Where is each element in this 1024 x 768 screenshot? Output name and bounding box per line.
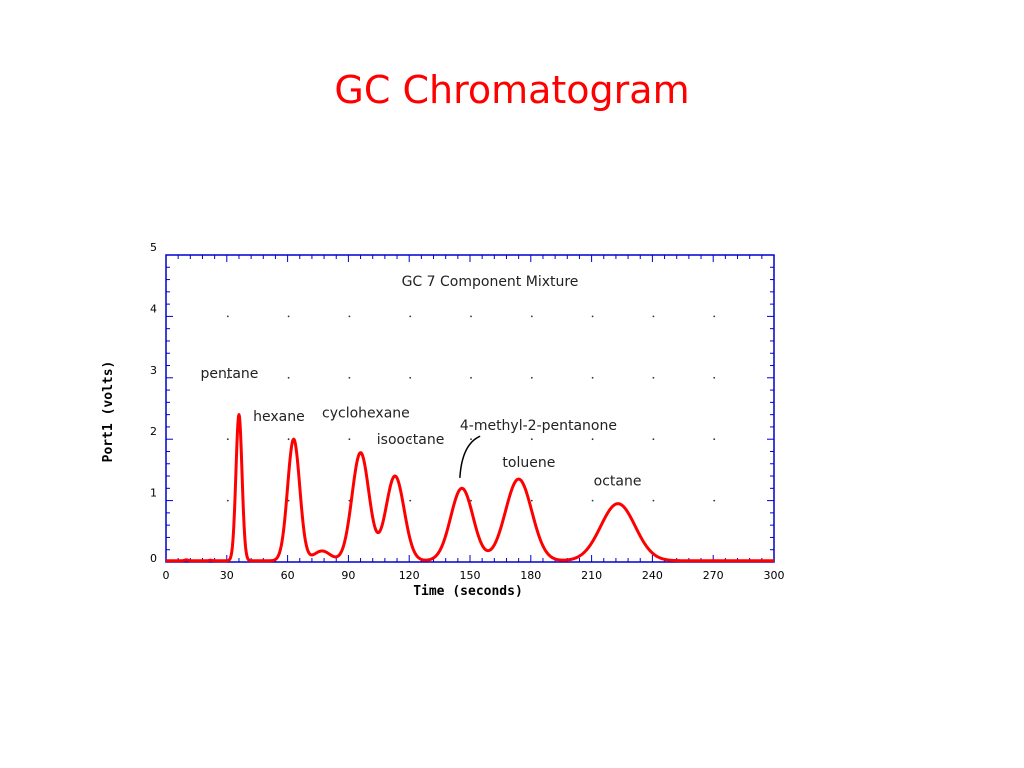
grid-dot — [713, 376, 716, 379]
x-tick-label: 210 — [581, 569, 602, 582]
peak-annotations: pentane hexane cyclohexane isooctane 4-methy… — [200, 366, 641, 489]
grid-dot — [226, 315, 229, 318]
grid-dot — [409, 499, 412, 502]
grid-dot — [591, 499, 594, 502]
grid-dot — [470, 438, 472, 441]
grid-dot — [713, 438, 716, 441]
slide-title: GC Chromatogram — [334, 68, 690, 112]
peak-label: 4-methyl-2-pentanone — [460, 418, 617, 434]
series-line — [165, 413, 775, 563]
grid-dot — [348, 315, 351, 318]
grid-dot — [652, 499, 655, 502]
grid-dot — [226, 438, 229, 441]
grid-dot — [530, 499, 533, 502]
grid-dot — [652, 438, 655, 441]
grid-dot — [713, 499, 716, 502]
y-tick-label: 5 — [150, 241, 157, 254]
y-tick-labels: 0 1 2 3 4 5 — [150, 241, 157, 565]
peak-label: pentane — [200, 366, 258, 382]
grid-dot — [287, 315, 290, 318]
y-tick-label: 3 — [150, 364, 157, 377]
x-tick-label: 0 — [163, 569, 170, 582]
peak-label: octane — [594, 473, 642, 489]
x-tick-label: 300 — [764, 569, 785, 582]
peak-label: hexane — [253, 409, 305, 425]
grid-dot — [409, 376, 412, 379]
y-tick-label: 4 — [150, 302, 157, 315]
grid-dot — [470, 315, 472, 318]
grid-dot — [287, 376, 290, 379]
grid-dot — [287, 499, 290, 502]
x-tick-label: 240 — [642, 569, 663, 582]
x-tick-label: 90 — [341, 569, 355, 582]
grid-dot — [652, 315, 655, 318]
grid-dot — [713, 315, 716, 318]
grid-dot — [226, 376, 229, 379]
peak-label: cyclohexane — [322, 406, 410, 422]
x-tick-label: 270 — [703, 569, 724, 582]
grid-dot — [591, 438, 594, 441]
x-tick-label: 150 — [460, 569, 481, 582]
y-tick-label: 1 — [150, 487, 157, 500]
grid-dot — [226, 499, 229, 502]
x-tick-label: 120 — [399, 569, 420, 582]
y-tick-label: 0 — [150, 552, 157, 565]
grid-dot — [530, 315, 533, 318]
y-axis-title: Port1 (volts) — [101, 361, 116, 463]
x-tick-label: 60 — [281, 569, 295, 582]
x-tick-label: 180 — [520, 569, 541, 582]
grid-dot — [409, 438, 412, 441]
grid-dot — [530, 376, 533, 379]
grid-dot — [287, 438, 290, 441]
x-tick-label: 30 — [220, 569, 234, 582]
grid-dot — [470, 499, 472, 502]
peak-label: isooctane — [377, 432, 445, 448]
x-tick-labels: 0 30 60 90 120 150 180 210 240 270 300 — [163, 569, 785, 582]
grid-dots — [226, 315, 716, 502]
annotation-arrow — [459, 435, 481, 478]
grid-dot — [530, 438, 533, 441]
grid-dot — [591, 315, 594, 318]
grid-dot — [591, 376, 594, 379]
chart-title: GC 7 Component Mixture — [402, 274, 579, 290]
grid-dot — [348, 438, 351, 441]
y-tick-label: 2 — [150, 425, 157, 438]
grid-dot — [409, 315, 412, 318]
grid-dot — [652, 376, 655, 379]
grid-dot — [470, 376, 472, 379]
peak-label: toluene — [502, 455, 555, 471]
x-axis-title: Time (seconds) — [413, 584, 523, 599]
grid-dot — [348, 376, 351, 379]
